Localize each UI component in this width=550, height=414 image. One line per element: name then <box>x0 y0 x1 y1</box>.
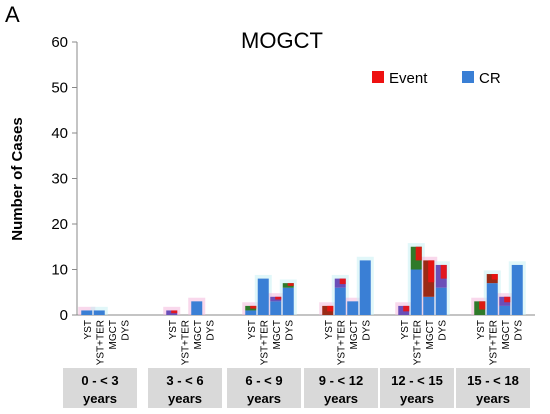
legend-label-event: Event <box>389 70 428 87</box>
bar-cr-4-3 <box>435 287 447 315</box>
bar-cr-2-0 <box>245 310 257 315</box>
histology-label: YST+TER <box>412 320 423 365</box>
bar-cr-2-1 <box>257 278 269 315</box>
bar-event-highlight-3-1 <box>339 278 346 285</box>
bar-cr-3-2 <box>347 301 359 315</box>
histology-label: DYS <box>513 320 524 341</box>
bar-cr-3-3 <box>359 260 371 315</box>
histology-label: MGCT <box>501 320 512 349</box>
age-group-unit: years <box>476 391 510 406</box>
histology-label: MGCT <box>108 320 119 349</box>
bar-event-highlight-4-3 <box>440 264 447 279</box>
age-group-box <box>456 368 530 408</box>
y-tick-label: 40 <box>51 125 68 142</box>
histology-label: YST+TER <box>95 320 106 365</box>
bar-cr-5-2 <box>499 305 511 315</box>
age-group-label: 3 - < 6 <box>166 373 203 388</box>
histology-label: MGCT <box>193 320 204 349</box>
bar-cr-5-1 <box>486 283 498 315</box>
histology-label: MGCT <box>425 320 436 349</box>
histology-label: DYS <box>284 320 295 341</box>
age-group-label: 0 - < 3 <box>81 373 118 388</box>
bar-cr-3-1 <box>334 287 346 315</box>
histology-label: YST <box>247 320 258 339</box>
age-group-label: 9 - < 12 <box>319 373 363 388</box>
y-axis: 0 10 20 30 40 50 60 <box>51 34 535 324</box>
bar-event-highlight-5-0 <box>479 301 486 310</box>
age-group-label: 6 - < 9 <box>245 373 282 388</box>
bar-event-highlight-4-1 <box>415 246 422 261</box>
bar-cr-1-2 <box>191 301 203 315</box>
histology-label: DYS <box>205 320 216 341</box>
chart-title: MOGCT <box>241 28 323 53</box>
histology-label: DYS <box>361 320 372 341</box>
histology-label: YST+TER <box>488 320 499 365</box>
y-tick-label: 50 <box>51 80 68 97</box>
histology-label: YST+TER <box>336 320 347 365</box>
histology-label: YST <box>324 320 335 339</box>
y-tick-label: 20 <box>51 216 68 233</box>
age-group-unit: years <box>324 391 358 406</box>
bar-cr-5-3 <box>511 264 523 315</box>
legend-swatch-cr <box>462 71 474 83</box>
age-group-box <box>304 368 378 408</box>
bar-cr-0-1 <box>93 310 105 315</box>
bar-cr-0-0 <box>81 310 93 315</box>
histology-label: MGCT <box>272 320 283 349</box>
bar-event-highlight-3-0 <box>327 305 334 312</box>
age-group-box <box>380 368 454 408</box>
age-group-unit: years <box>247 391 281 406</box>
bars <box>81 246 523 315</box>
age-group-unit: years <box>83 391 117 406</box>
histology-labels: YST YST+TER MGCT DYS YST YST+TER MGCT DYS YST YST… <box>83 320 525 366</box>
y-tick-label: 30 <box>51 171 68 188</box>
bar-event-highlight-1-0 <box>171 310 178 314</box>
bar-cr-4-2 <box>423 296 435 315</box>
legend-label-cr: CR <box>479 70 501 87</box>
bar-event-highlight-2-2 <box>275 296 282 300</box>
bar-event-highlight-4-0 <box>403 305 410 312</box>
histology-label: YST <box>168 320 179 339</box>
y-tick-label: 60 <box>51 34 68 51</box>
bar-event-highlight-4-2 <box>428 260 435 283</box>
bar-cr-4-1 <box>410 269 422 315</box>
legend-swatch-event <box>372 71 384 83</box>
age-group-labels: 0 - < 3 years 3 - < 6 years 6 - < 9 years 9 - … <box>63 368 530 408</box>
y-tick-label: 10 <box>51 262 68 279</box>
histology-label: YST+TER <box>180 320 191 365</box>
legend: Event CR <box>372 70 501 87</box>
histology-label: DYS <box>120 320 131 341</box>
age-group-box <box>227 368 301 408</box>
y-axis-label: Number of Cases <box>9 117 26 240</box>
histology-label: YST <box>476 320 487 339</box>
age-group-unit: years <box>168 391 202 406</box>
age-group-unit: years <box>400 391 434 406</box>
histology-label: YST+TER <box>259 320 270 365</box>
age-group-label: 12 - < 15 <box>391 373 443 388</box>
panel-label: A <box>5 2 20 27</box>
bar-cr-2-2 <box>270 301 282 315</box>
histology-label: YST <box>83 320 94 339</box>
y-tick-label: 0 <box>60 307 68 324</box>
bar-cr-2-3 <box>282 287 294 315</box>
bar-event-highlight-5-1 <box>491 274 498 280</box>
histology-label: MGCT <box>349 320 360 349</box>
age-group-box <box>148 368 222 408</box>
histology-label: DYS <box>437 320 448 341</box>
age-group-box <box>63 368 137 408</box>
bar-event-highlight-2-3 <box>287 283 294 286</box>
bar-event-highlight-5-2 <box>504 296 511 303</box>
bar-event-highlight-2-0 <box>250 305 257 309</box>
age-group-label: 15 - < 18 <box>467 373 519 388</box>
bar-halos <box>78 243 526 315</box>
histology-label: YST <box>400 320 411 339</box>
